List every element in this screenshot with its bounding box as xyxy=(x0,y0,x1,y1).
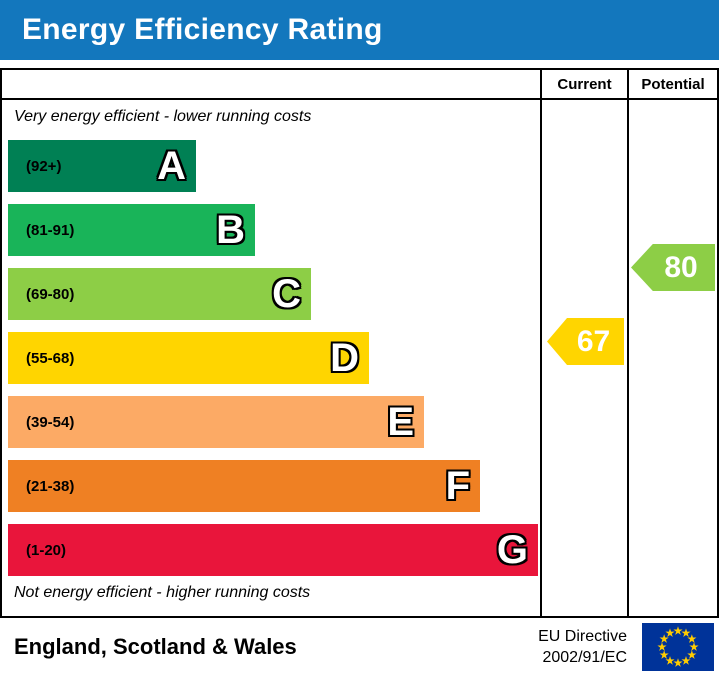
band-c: (69-80) C xyxy=(8,268,311,320)
chart-title-banner: Energy Efficiency Rating xyxy=(0,0,719,60)
band-d-range: (55-68) xyxy=(26,349,75,367)
potential-rating-arrow: 80 xyxy=(631,244,715,291)
band-a-range: (92+) xyxy=(26,157,62,175)
band-a: (92+) A xyxy=(8,140,196,192)
current-column-header: Current xyxy=(557,76,612,93)
current-column-divider xyxy=(540,70,542,616)
bottom-note: Not energy efficient - higher running co… xyxy=(14,584,311,601)
eu-flag-icon xyxy=(642,623,714,671)
band-a-letter: A xyxy=(157,144,186,188)
band-c-letter: C xyxy=(272,272,301,316)
band-e-letter: E xyxy=(387,400,414,444)
eu-directive-label: EU Directive 2002/91/EC xyxy=(538,626,627,668)
current-rating-arrow: 67 xyxy=(547,318,624,365)
column-headers: Current Potential xyxy=(2,70,717,100)
eu-directive-line1: EU Directive xyxy=(538,628,627,645)
potential-column-header: Potential xyxy=(641,76,705,93)
band-g: (1-20) G xyxy=(8,524,538,576)
top-note: Very energy efficient - lower running co… xyxy=(14,108,312,125)
footer: England, Scotland & Wales EU Directive 2… xyxy=(0,618,719,675)
band-g-range: (1-20) xyxy=(26,541,67,559)
band-f: (21-38) F xyxy=(8,460,480,512)
band-c-range: (69-80) xyxy=(26,285,75,303)
eu-directive-line2: 2002/91/EC xyxy=(542,649,627,666)
band-d: (55-68) D xyxy=(8,332,369,384)
band-g-letter: G xyxy=(496,528,528,572)
band-e-range: (39-54) xyxy=(26,413,75,431)
band-d-letter: D xyxy=(330,336,359,380)
region-label: England, Scotland & Wales xyxy=(14,633,297,659)
rating-chart: Current Potential Very energy efficient … xyxy=(0,68,719,618)
potential-column-divider xyxy=(627,70,629,616)
band-e: (39-54) E xyxy=(8,396,424,448)
band-f-range: (21-38) xyxy=(26,477,75,495)
band-b-letter: B xyxy=(216,208,245,252)
band-f-letter: F xyxy=(445,464,470,508)
potential-rating-value: 80 xyxy=(664,250,698,284)
chart-title: Energy Efficiency Rating xyxy=(22,13,383,46)
current-rating-value: 67 xyxy=(576,324,611,358)
band-b-range: (81-91) xyxy=(26,221,75,239)
band-b: (81-91) B xyxy=(8,204,255,256)
